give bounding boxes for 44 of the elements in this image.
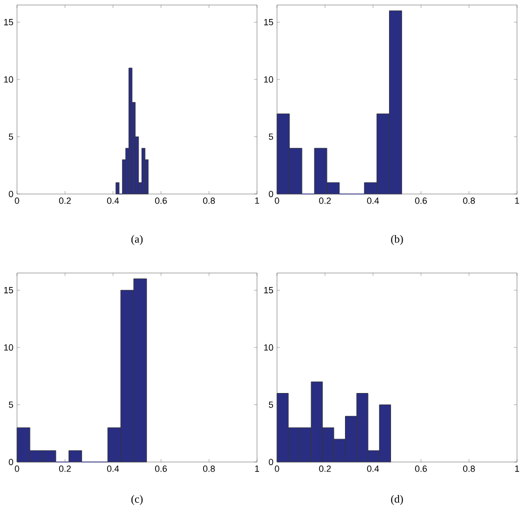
y-tick-label: 0 — [268, 458, 274, 466]
text: (b) — [391, 235, 403, 245]
y-tick-label: 10 — [4, 76, 14, 83]
x-tick-label: 0.6 — [415, 466, 427, 472]
x-tick-label: 0.8 — [203, 466, 215, 472]
y-tick-label: 0 — [8, 190, 14, 198]
x-tick-label: 0.6 — [415, 198, 427, 204]
y-tick-label: 15 — [4, 287, 14, 294]
y-tick-label: 5 — [8, 402, 14, 408]
y-tick-label: 0 — [8, 458, 14, 466]
y-tick-label: 5 — [268, 134, 274, 140]
y-tick-label: 15 — [4, 19, 14, 26]
x-tick-label: 0.4 — [107, 198, 119, 204]
text: (d) — [391, 495, 403, 505]
y-tick-label: 15 — [264, 19, 274, 26]
y-tick-label: 10 — [264, 344, 274, 351]
x-tick-label: 0.8 — [463, 198, 475, 204]
x-tick-label: 0.6 — [155, 466, 167, 472]
x-tick-label: 1 — [255, 198, 260, 204]
y-tick-label: 5 — [268, 402, 274, 408]
text: (c) — [131, 495, 143, 505]
y-tick-label: 0 — [268, 190, 274, 198]
x-tick-label: 0.2 — [319, 198, 331, 204]
x-tick-label: 0 — [14, 198, 20, 204]
x-tick-label: 0.4 — [367, 466, 379, 472]
y-tick-label: 10 — [264, 76, 274, 83]
text: (a) — [131, 235, 143, 245]
x-tick-label: 0 — [14, 466, 20, 472]
x-tick-label: 0.4 — [107, 466, 119, 472]
x-tick-label: 1 — [255, 466, 260, 472]
x-tick-label: 0 — [274, 198, 280, 204]
x-tick-label: 0.4 — [367, 198, 379, 204]
y-tick-label: 10 — [4, 344, 14, 351]
x-tick-label: 1 — [515, 198, 520, 204]
x-tick-label: 0.2 — [59, 466, 71, 472]
x-tick-label: 0.2 — [59, 198, 71, 204]
x-tick-label: 0.8 — [203, 198, 215, 204]
y-tick-label: 5 — [8, 134, 14, 140]
y-tick-label: 15 — [264, 287, 274, 294]
x-tick-label: 0 — [274, 466, 280, 472]
x-tick-label: 0.8 — [463, 466, 475, 472]
x-tick-label: 1 — [515, 466, 520, 472]
x-tick-label: 0.2 — [319, 466, 331, 472]
x-tick-label: 0.6 — [155, 198, 167, 204]
